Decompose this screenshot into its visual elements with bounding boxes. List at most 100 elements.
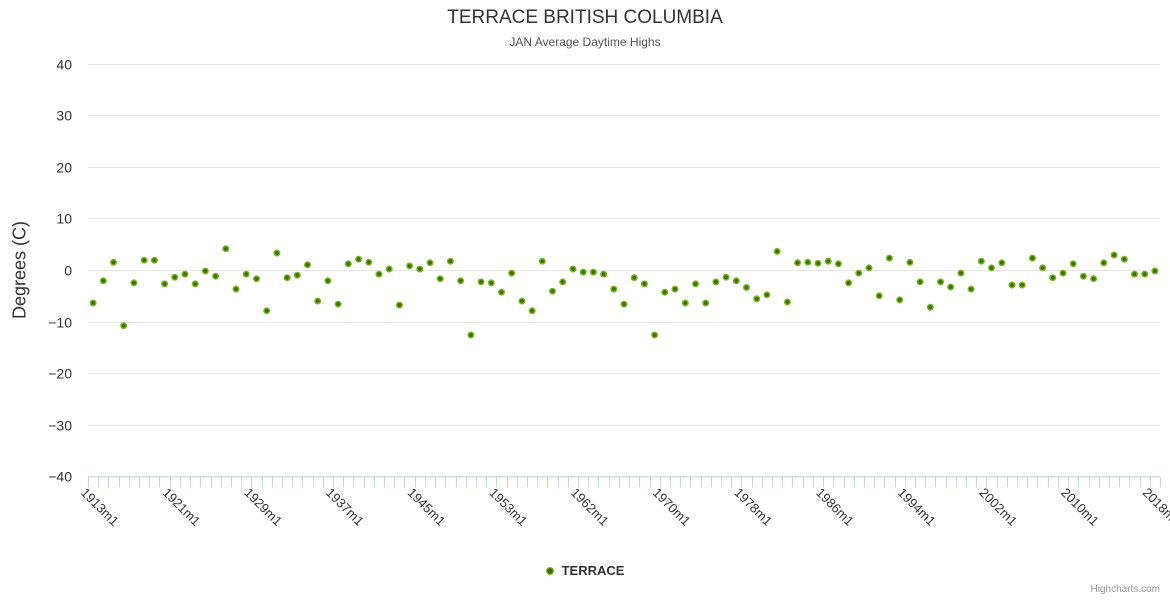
data-point[interactable] <box>702 299 710 307</box>
data-point[interactable] <box>355 255 363 263</box>
data-point[interactable] <box>763 291 771 299</box>
data-point[interactable] <box>191 280 199 288</box>
data-point[interactable] <box>1028 254 1036 262</box>
data-point[interactable] <box>732 277 740 285</box>
data-point[interactable] <box>161 280 169 288</box>
data-point[interactable] <box>1018 281 1026 289</box>
data-point[interactable] <box>896 296 904 304</box>
data-point[interactable] <box>416 265 424 273</box>
data-point[interactable] <box>814 259 822 267</box>
data-point[interactable] <box>681 299 689 307</box>
data-point[interactable] <box>549 287 556 295</box>
data-point[interactable] <box>487 279 495 287</box>
data-point[interactable] <box>426 259 434 267</box>
data-point[interactable] <box>937 278 944 286</box>
data-point[interactable] <box>99 277 107 285</box>
data-point[interactable] <box>916 278 924 286</box>
data-point[interactable] <box>1100 259 1108 267</box>
highcharts-credits-link[interactable]: Highcharts.com <box>1090 584 1160 595</box>
data-point[interactable] <box>1008 281 1016 289</box>
data-point[interactable] <box>222 245 230 253</box>
data-point[interactable] <box>692 280 699 288</box>
data-point[interactable] <box>906 258 914 266</box>
data-point[interactable] <box>926 303 934 311</box>
data-point[interactable] <box>1110 251 1118 259</box>
data-point[interactable] <box>140 256 148 264</box>
data-point[interactable] <box>304 261 311 269</box>
data-point[interactable] <box>1090 275 1098 283</box>
data-point[interactable] <box>273 249 281 257</box>
data-point[interactable] <box>171 273 179 281</box>
data-point[interactable] <box>743 284 750 291</box>
data-point[interactable] <box>651 331 659 339</box>
data-point[interactable] <box>620 300 628 308</box>
data-point[interactable] <box>324 277 332 285</box>
data-point[interactable] <box>1141 270 1149 278</box>
data-point[interactable] <box>988 264 995 272</box>
data-point[interactable] <box>467 331 475 339</box>
data-point[interactable] <box>253 275 260 283</box>
data-point[interactable] <box>579 268 587 276</box>
data-point[interactable] <box>773 247 781 255</box>
data-point[interactable] <box>1069 260 1077 268</box>
data-point[interactable] <box>212 272 220 280</box>
data-point[interactable] <box>998 259 1006 267</box>
data-point[interactable] <box>1120 255 1128 263</box>
data-point[interactable] <box>885 254 893 262</box>
data-point[interactable] <box>947 283 955 291</box>
data-point[interactable] <box>150 256 158 264</box>
data-point[interactable] <box>1151 267 1159 275</box>
data-point[interactable] <box>722 273 730 281</box>
data-point[interactable] <box>753 295 761 303</box>
data-point[interactable] <box>967 285 975 293</box>
data-point[interactable] <box>201 267 209 275</box>
data-point[interactable] <box>589 268 597 276</box>
data-point[interactable] <box>824 257 832 265</box>
data-point[interactable] <box>794 259 802 267</box>
data-point[interactable] <box>1049 274 1057 282</box>
data-point[interactable] <box>385 265 393 273</box>
data-point[interactable] <box>559 278 567 286</box>
data-point[interactable] <box>1059 269 1067 277</box>
data-point[interactable] <box>538 257 546 265</box>
data-point[interactable] <box>957 269 965 277</box>
data-point[interactable] <box>518 297 526 305</box>
data-point[interactable] <box>498 288 505 296</box>
data-point[interactable] <box>406 262 414 270</box>
data-point[interactable] <box>242 270 250 278</box>
data-point[interactable] <box>181 270 189 278</box>
data-point[interactable] <box>395 301 403 309</box>
data-point[interactable] <box>804 258 812 266</box>
data-point[interactable] <box>344 260 352 268</box>
data-point[interactable] <box>263 307 271 315</box>
data-point[interactable] <box>834 260 842 268</box>
data-point[interactable] <box>130 279 138 287</box>
data-point[interactable] <box>293 271 301 279</box>
data-point[interactable] <box>783 298 791 306</box>
data-point[interactable] <box>436 275 444 283</box>
data-point[interactable] <box>1079 272 1087 280</box>
data-point[interactable] <box>1039 264 1047 272</box>
data-point[interactable] <box>610 285 618 293</box>
data-point[interactable] <box>528 307 536 315</box>
data-point[interactable] <box>446 257 454 265</box>
data-point[interactable] <box>334 300 342 308</box>
data-point[interactable] <box>375 270 383 278</box>
data-point[interactable] <box>977 257 985 265</box>
data-point[interactable] <box>110 258 117 266</box>
data-point[interactable] <box>508 269 516 277</box>
data-point[interactable] <box>865 264 873 272</box>
data-point[interactable] <box>845 279 853 287</box>
data-point[interactable] <box>640 280 648 288</box>
data-point[interactable] <box>875 292 883 300</box>
data-point[interactable] <box>600 270 608 278</box>
data-point[interactable] <box>89 299 97 307</box>
data-point[interactable] <box>120 322 128 330</box>
data-point[interactable] <box>661 288 669 296</box>
data-point[interactable] <box>712 278 720 286</box>
legend-item[interactable]: TERRACE <box>0 563 1170 578</box>
data-point[interactable] <box>569 265 577 273</box>
data-point[interactable] <box>232 285 240 293</box>
data-point[interactable] <box>1131 270 1138 278</box>
